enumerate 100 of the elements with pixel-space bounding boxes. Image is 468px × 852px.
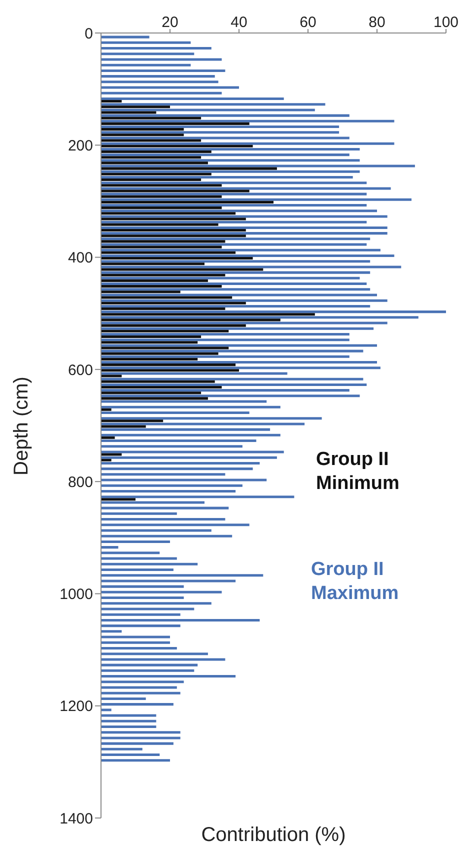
bar (101, 386, 222, 388)
bar (101, 428, 270, 431)
bar (101, 154, 350, 156)
bar (101, 484, 242, 487)
y-tick-label: 600 (68, 362, 93, 379)
bar (101, 276, 360, 280)
bar (101, 36, 150, 38)
bar (101, 759, 170, 762)
bar (101, 725, 156, 728)
bar (101, 80, 218, 84)
bar (101, 731, 180, 734)
bar (101, 302, 246, 304)
bar (101, 266, 402, 268)
bar (101, 204, 367, 207)
bar (101, 436, 115, 439)
bar (101, 220, 367, 224)
bar (101, 529, 212, 532)
bar (101, 187, 391, 190)
bar (101, 506, 229, 510)
y-tick-label: 400 (68, 250, 93, 267)
bar (101, 150, 212, 153)
bar (101, 296, 232, 299)
bar (101, 103, 326, 106)
bar (101, 226, 388, 229)
bar (101, 624, 180, 628)
bar (101, 86, 239, 89)
bar (101, 394, 360, 398)
bar (101, 260, 370, 263)
y-axis-title: Depth (cm) (10, 376, 34, 475)
bar (101, 64, 191, 66)
bar (101, 434, 280, 436)
bar (101, 397, 208, 400)
bar (101, 512, 177, 515)
bar (101, 330, 229, 332)
bar (101, 116, 202, 120)
bar (101, 580, 236, 582)
bar (101, 279, 208, 282)
bar (101, 212, 236, 215)
bar (101, 126, 340, 128)
bar (101, 478, 267, 482)
bar (101, 350, 364, 352)
bar (101, 114, 350, 117)
bar (101, 417, 322, 420)
bar (101, 322, 388, 324)
text: Group II Maximum (310, 558, 400, 606)
bar (101, 422, 305, 426)
bar (101, 336, 202, 338)
bar (101, 400, 267, 403)
bar (101, 164, 415, 168)
bar (101, 585, 184, 588)
bar (101, 172, 212, 176)
bar (101, 534, 232, 538)
bar (101, 156, 202, 159)
bar (101, 240, 226, 243)
bar (101, 352, 218, 355)
bar (101, 641, 170, 644)
bar (101, 192, 367, 196)
bar (101, 408, 112, 411)
bar (101, 456, 277, 459)
bar (101, 374, 122, 378)
bar (101, 142, 394, 145)
bar (101, 453, 122, 456)
bar (101, 170, 360, 173)
bar (101, 285, 222, 288)
bar (101, 372, 288, 375)
bar (101, 383, 367, 386)
bar (101, 590, 222, 594)
bar (101, 148, 360, 150)
bar (101, 232, 388, 235)
bar (101, 238, 370, 240)
bar (101, 680, 184, 684)
bar (101, 361, 377, 364)
bar (101, 184, 222, 187)
bar (101, 358, 198, 360)
bar (101, 546, 118, 549)
bar (101, 602, 212, 605)
bar (101, 369, 239, 372)
bar (101, 675, 236, 678)
bar (101, 316, 418, 319)
bar (101, 338, 350, 342)
y-tick-label: 1000 (60, 586, 93, 604)
x-tick-label: 100 (433, 14, 459, 31)
bar (101, 122, 250, 125)
bar (101, 501, 204, 504)
bar (101, 254, 394, 258)
bar (101, 355, 350, 358)
bar (101, 248, 380, 252)
bar (101, 692, 180, 694)
bar (101, 669, 194, 672)
bar (101, 106, 170, 108)
bar (101, 310, 446, 314)
bar (101, 215, 388, 218)
bar (101, 262, 204, 266)
y-tick-label: 800 (68, 474, 93, 491)
bar (101, 646, 177, 650)
bar (101, 318, 280, 322)
bar (101, 490, 236, 493)
bar (101, 190, 250, 192)
bar (101, 41, 191, 44)
bar (101, 557, 177, 560)
